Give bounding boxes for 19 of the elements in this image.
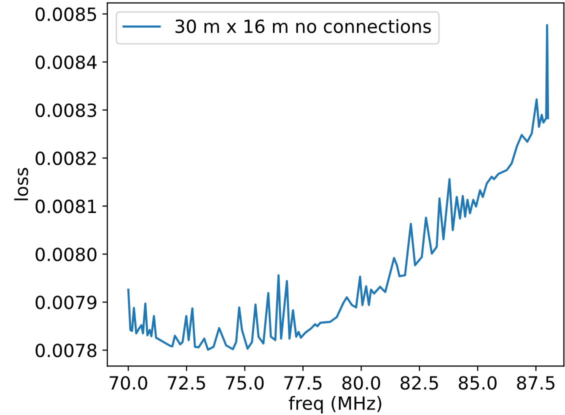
y-tick-label: 0.0082 (36, 152, 96, 166)
x-tick-label: 87.5 (517, 376, 554, 390)
y-tick-label: 0.0085 (36, 7, 96, 22)
y-tick-label: 0.0078 (36, 344, 96, 358)
x-tick-label: 82.5 (400, 376, 438, 390)
x-axis-title: freq (MHz) (288, 396, 382, 414)
y-tick-label: 0.0083 (36, 103, 96, 118)
y-axis-title: loss (14, 168, 28, 200)
legend-label: 30 m x 16 m no connections (176, 19, 431, 34)
x-tick-label: 80.0 (342, 376, 380, 390)
x-tick-label: 72.5 (168, 376, 206, 390)
x-tick-label: 85.0 (458, 376, 497, 390)
y-tick-label: 0.0079 (36, 296, 96, 310)
y-tick-label: 0.0084 (36, 55, 97, 70)
y-tick-label: 0.0081 (36, 200, 96, 214)
y-tick-label: 0.0080 (36, 248, 96, 262)
x-tick-label: 75.0 (226, 376, 264, 390)
x-tick-label: 70.0 (110, 376, 148, 390)
x-tick-label: 77.5 (284, 376, 322, 390)
